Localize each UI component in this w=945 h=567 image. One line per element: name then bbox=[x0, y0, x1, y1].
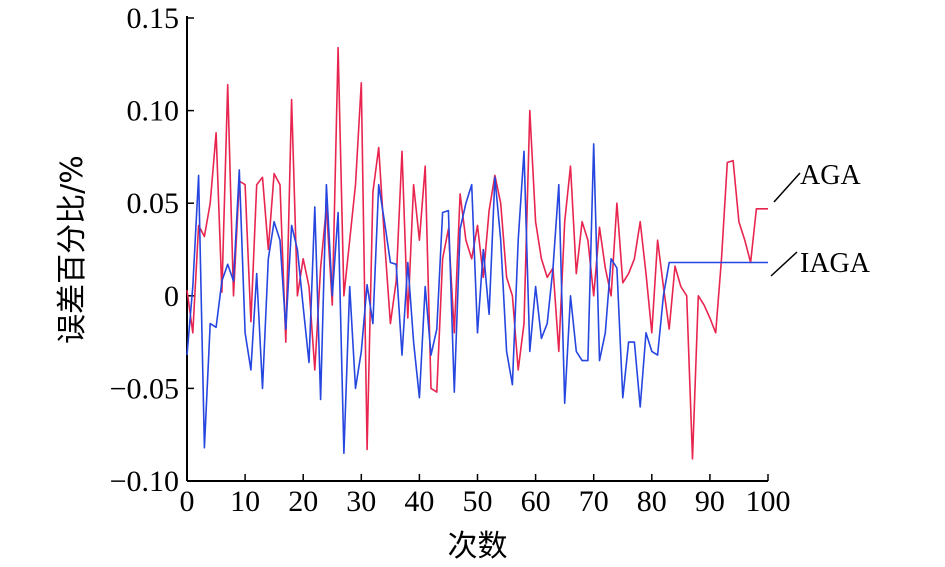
x-tick-label: 30 bbox=[346, 485, 376, 518]
series-label-aga: AGA bbox=[800, 160, 861, 191]
x-tick-label: 10 bbox=[230, 485, 260, 518]
series-leader-iaga bbox=[770, 251, 798, 277]
axes bbox=[186, 16, 768, 482]
y-axis-title: 误差百分比/% bbox=[55, 155, 90, 344]
series-label-iaga: IAGA bbox=[800, 248, 871, 279]
x-tick-label: 100 bbox=[746, 485, 791, 518]
x-tick-label: 80 bbox=[637, 485, 667, 518]
y-tick-label: 0 bbox=[164, 280, 179, 313]
series-group bbox=[186, 46, 768, 460]
series-line-iaga bbox=[186, 143, 768, 455]
y-tick-label: −0.10 bbox=[110, 465, 179, 498]
y-tick-label: 0.15 bbox=[127, 2, 180, 35]
series-labels: AGA IAGA bbox=[770, 160, 871, 279]
x-tick-label: 50 bbox=[463, 485, 493, 518]
x-tick-label: 90 bbox=[695, 485, 725, 518]
x-tick-label: 70 bbox=[579, 485, 609, 518]
x-tick-label: 40 bbox=[404, 485, 434, 518]
y-ticks: −0.10 −0.05 0 0.05 0.10 0.15 bbox=[110, 2, 194, 498]
x-tick-label: 20 bbox=[288, 485, 318, 518]
y-tick-label: −0.05 bbox=[110, 372, 179, 405]
x-axis-title: 次数 bbox=[448, 529, 508, 564]
series-line-aga bbox=[186, 46, 768, 460]
x-tick-label: 60 bbox=[521, 485, 551, 518]
y-tick-label: 0.10 bbox=[127, 95, 180, 128]
y-tick-label: 0.05 bbox=[127, 187, 180, 220]
x-ticks: 0 10 20 30 40 50 60 70 80 90 100 bbox=[180, 474, 791, 518]
x-tick-label: 0 bbox=[180, 485, 195, 518]
series-leader-aga bbox=[773, 172, 801, 203]
